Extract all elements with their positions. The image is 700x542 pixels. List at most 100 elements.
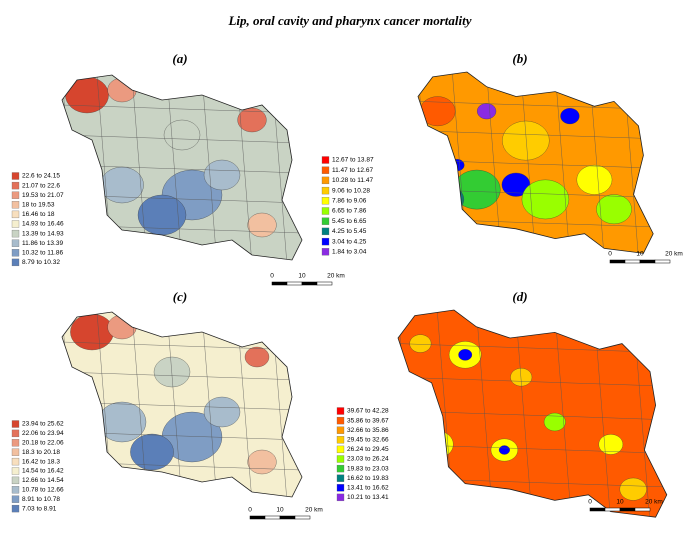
scale-label: 20 km (645, 499, 663, 506)
legend-swatch (336, 455, 345, 463)
legend-swatch (321, 166, 330, 174)
scale-label: 0 (270, 273, 274, 280)
legend-swatch (321, 207, 330, 215)
legend-swatch (336, 493, 345, 502)
legend-label: 22.6 to 24.15 (22, 173, 60, 180)
legend-label: 10.78 to 12.66 (22, 487, 64, 494)
legend-label: 22.06 to 23.94 (22, 430, 64, 437)
legend-label: 32.66 to 35.86 (347, 427, 389, 434)
scale-bar-segment (264, 515, 281, 520)
scale-label: 0 (588, 499, 592, 506)
map-zone (430, 438, 445, 451)
map-zone (203, 159, 241, 191)
legend-label: 26.24 to 29.45 (347, 446, 389, 453)
panel-label: (c) (173, 289, 187, 304)
scale-bar-segment (271, 281, 288, 286)
legend-label: 23.94 to 25.62 (22, 421, 64, 428)
legend-swatch (11, 467, 20, 475)
map-zone (130, 433, 174, 471)
map-zone (203, 396, 241, 428)
legend-swatch (336, 436, 345, 444)
legend-label: 10.32 to 11.86 (22, 250, 63, 257)
legend-label: 16.62 to 19.83 (347, 475, 389, 482)
panel-label: (a) (172, 51, 187, 66)
map-zone (619, 477, 647, 501)
legend-swatch (11, 448, 20, 456)
scale-label: 10 (636, 251, 644, 258)
legend-label: 19.53 to 21.07 (22, 192, 64, 199)
legend-swatch (11, 457, 20, 466)
legend-label: 10.21 to 13.41 (347, 494, 389, 501)
legend-label: 7.86 to 9.06 (332, 198, 367, 205)
district-border (418, 101, 654, 110)
legend-label: 11.86 to 13.39 (22, 240, 63, 247)
map-zone (244, 346, 270, 368)
map-zone (70, 313, 114, 351)
legend-swatch (11, 210, 20, 219)
legend-swatch (11, 191, 20, 199)
district-border (418, 130, 654, 139)
legend-label: 5.45 to 6.65 (332, 218, 367, 225)
legend-label: 35.86 to 39.67 (347, 417, 389, 424)
figure-title: Lip, oral cavity and pharynx cancer mort… (227, 13, 471, 28)
scale-label: 10 (298, 273, 306, 280)
legend-label: 8.79 to 10.32 (22, 259, 60, 266)
map-zone (409, 334, 432, 353)
legend-label: 12.67 to 13.87 (332, 157, 374, 164)
map-zone (598, 434, 624, 455)
legend-swatch (11, 239, 20, 247)
panel-label: (b) (512, 51, 527, 66)
district-border (62, 371, 302, 381)
district-border (398, 377, 667, 387)
map (398, 310, 667, 518)
scale-label: 20 km (665, 251, 683, 258)
legend-label: 4.25 to 5.45 (332, 228, 367, 235)
scale-bar-segment (279, 515, 296, 520)
legend-label: 18 to 19.53 (22, 202, 55, 209)
district-border (418, 160, 654, 169)
map (62, 312, 302, 497)
legend-label: 8.91 to 10.78 (22, 496, 60, 503)
district-border (520, 72, 536, 254)
legend-swatch (11, 258, 20, 267)
scale-bar-segment (654, 259, 671, 264)
legend-swatch (336, 474, 345, 482)
legend-swatch (11, 201, 20, 209)
legend-label: 1.84 to 3.04 (332, 249, 367, 256)
legend-swatch (336, 426, 345, 434)
legend-swatch (336, 484, 345, 492)
legend-label: 6.65 to 7.86 (332, 208, 367, 215)
map-zone (458, 349, 473, 361)
legend-label: 7.03 to 8.91 (22, 505, 57, 512)
legend-label: 39.67 to 42.28 (347, 408, 389, 415)
scale-label: 10 (276, 507, 284, 514)
scale-label: 0 (608, 251, 612, 258)
legend-swatch (11, 495, 20, 503)
map-zone (247, 212, 277, 238)
legend-label: 18.3 to 20.18 (22, 449, 60, 456)
legend-label: 29.45 to 32.66 (347, 437, 389, 444)
scale-bar-segment (301, 281, 318, 286)
legend-label: 23.03 to 26.24 (347, 456, 389, 463)
scale-bar-segment (609, 259, 626, 264)
legend-label: 14.54 to 16.42 (22, 468, 64, 475)
map-zone (237, 107, 267, 133)
scale-bar-segment (619, 507, 636, 512)
legend-swatch (11, 172, 20, 180)
legend-label: 19.83 to 23.03 (347, 465, 389, 472)
map-zone (560, 108, 580, 125)
region-fill (418, 72, 654, 254)
legend-label: 12.66 to 14.54 (22, 477, 64, 484)
scale-bar-segment (639, 259, 656, 264)
legend-label: 9.06 to 10.28 (332, 187, 370, 194)
district-border (398, 343, 667, 353)
legend-label: 13.41 to 16.62 (347, 485, 389, 492)
map-zone (576, 164, 613, 195)
district-border (398, 410, 667, 420)
legend-label: 21.07 to 22.6 (22, 182, 60, 189)
region-outline (61, 311, 303, 498)
map-zone (596, 194, 632, 225)
legend-swatch (11, 504, 20, 513)
district-border (515, 310, 533, 518)
district-border (166, 312, 183, 497)
